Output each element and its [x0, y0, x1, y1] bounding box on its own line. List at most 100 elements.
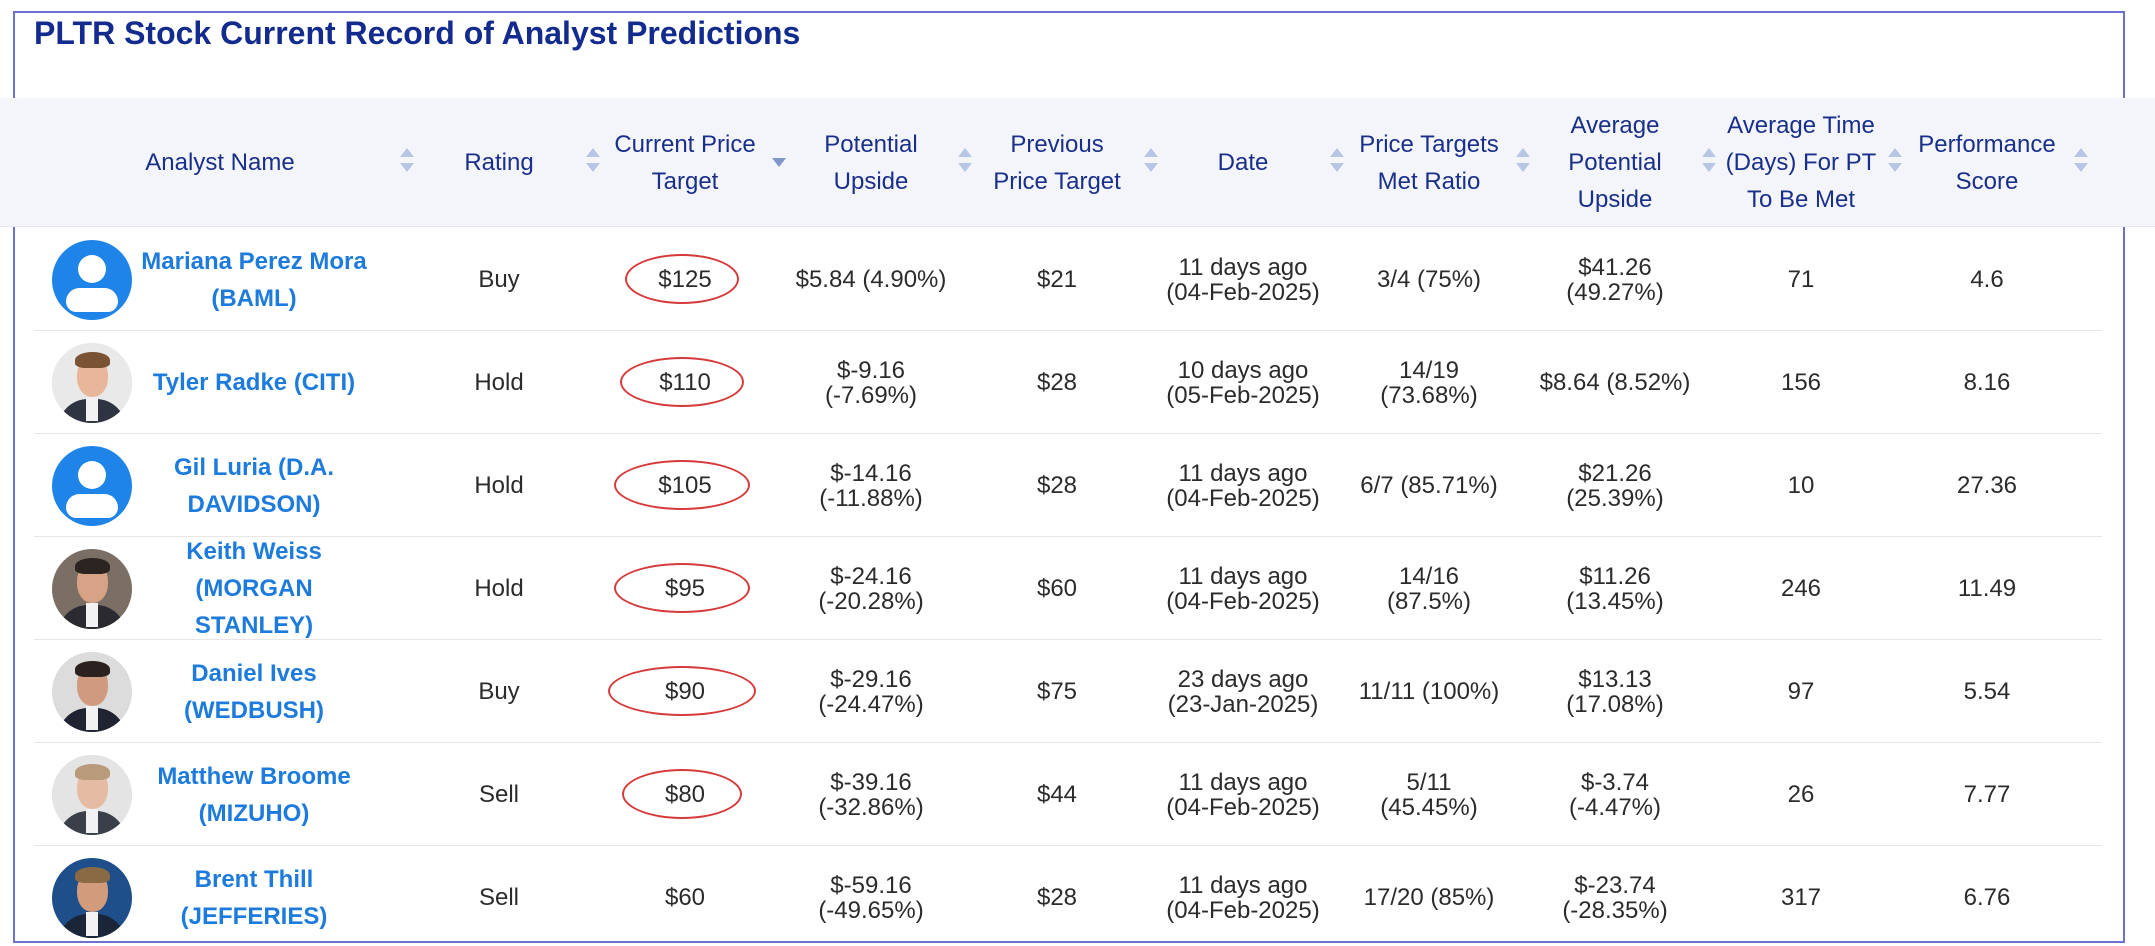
sort-down-arrow-icon: [400, 163, 414, 172]
met-ratio-cell: 5/11 (45.45%): [1336, 743, 1522, 846]
column-header-average-potential-upside[interactable]: Average Potential Upside: [1522, 98, 1708, 227]
average-upside-cell: $13.13 (17.08%): [1522, 640, 1708, 743]
analyst-name-link[interactable]: Mariana Perez Mora (BAML): [134, 228, 374, 331]
table-row: Daniel Ives (WEDBUSH) Buy $90 $-29.16 (-24.47…: [34, 640, 2102, 743]
analyst-name-text: (BAML): [211, 284, 297, 312]
analyst-name-text: (JEFFERIES): [180, 902, 328, 930]
column-header-label: Performance: [1918, 130, 2056, 158]
sort-desc-icon[interactable]: [770, 148, 788, 178]
date-text: (04-Feb-2025): [1166, 896, 1320, 924]
column-header-date[interactable]: Date: [1150, 98, 1336, 227]
date-text: 11 days ago: [1178, 768, 1308, 796]
rating-cell: Hold: [474, 575, 524, 602]
analyst-name-link[interactable]: Keith Weiss (MORGAN STANLEY): [134, 537, 374, 640]
column-header-label: Upside: [833, 167, 909, 195]
column-header-performance-score[interactable]: Performance Score: [1894, 98, 2080, 227]
met-ratio-text: 6/7 (85.71%): [1360, 472, 1498, 499]
analyst-photo[interactable]: [52, 549, 132, 629]
analyst-name-text: (MORGAN STANLEY): [194, 575, 314, 639]
met-ratio-text: 17/20 (85%): [1363, 884, 1495, 911]
sort-icon[interactable]: [1886, 148, 1904, 178]
analyst-name-link[interactable]: Matthew Broome (MIZUHO): [134, 743, 374, 846]
sort-icon[interactable]: [584, 148, 602, 178]
average-upside-text: (-28.35%): [1562, 896, 1668, 924]
price-target-cell: $60: [664, 884, 706, 911]
average-upside-text: (17.08%): [1566, 690, 1664, 718]
sort-up-arrow-icon: [2074, 148, 2088, 157]
column-header-previous-price-target[interactable]: Previous Price Target: [964, 98, 1150, 227]
column-header-analyst-name[interactable]: Analyst Name: [34, 98, 406, 227]
sort-down-arrow-icon: [1702, 163, 1716, 172]
previous-target-cell: $44: [1036, 781, 1078, 808]
previous-target-cell: $60: [1036, 575, 1078, 602]
date-text: 23 days ago: [1177, 665, 1309, 693]
date-cell: 11 days ago (04-Feb-2025): [1150, 846, 1336, 946]
average-days-cell: 10: [1787, 472, 1815, 499]
table-row: Tyler Radke (CITI) Hold $110 $-9.16 (-7.69%)…: [34, 331, 2102, 434]
column-header-label: Score: [1955, 167, 2019, 195]
average-upside-cell: $-3.74 (-4.47%): [1522, 743, 1708, 846]
sort-down-arrow-icon: [586, 163, 600, 172]
potential-upside-text: (-7.69%): [824, 381, 918, 409]
analyst-photo[interactable]: [52, 755, 132, 835]
rating-cell: Hold: [474, 472, 524, 499]
sort-icon[interactable]: [956, 148, 974, 178]
table-header-band: [0, 98, 2155, 227]
sort-down-arrow-icon: [772, 158, 786, 167]
previous-target-cell: $28: [1036, 369, 1078, 396]
potential-upside-text: (-11.88%): [819, 484, 923, 512]
sort-icon[interactable]: [1514, 148, 1532, 178]
previous-target-cell: $21: [1036, 266, 1078, 293]
performance-score-cell: 5.54: [1963, 678, 2011, 705]
date-cell: 11 days ago (04-Feb-2025): [1150, 537, 1336, 640]
date-cell: 23 days ago (23-Jan-2025): [1150, 640, 1336, 743]
date-text: (04-Feb-2025): [1166, 793, 1320, 821]
column-header-label: Analyst Name: [145, 149, 295, 176]
column-header-label: To Be Met: [1746, 186, 1856, 213]
analyst-photo[interactable]: [52, 858, 132, 938]
column-header-label: Target: [651, 167, 719, 195]
table-header: Analyst Name Rating Current Price Target Pot…: [0, 98, 2155, 227]
average-upside-text: $-23.74: [1574, 871, 1656, 899]
table-row: Brent Thill (JEFFERIES) Sell $60 $-59.16 (-49…: [34, 846, 2102, 946]
column-header-current-price-target[interactable]: Current Price Target: [592, 98, 778, 227]
sort-down-arrow-icon: [1516, 163, 1530, 172]
sort-up-arrow-icon: [1702, 148, 1716, 157]
sort-up-arrow-icon: [586, 148, 600, 157]
analyst-name-link[interactable]: Daniel Ives (WEDBUSH): [134, 640, 374, 743]
date-text: 10 days ago: [1177, 356, 1309, 384]
default-user-icon[interactable]: [52, 240, 132, 320]
average-upside-text: $11.26: [1579, 562, 1651, 590]
column-header-rating[interactable]: Rating: [406, 98, 592, 227]
analyst-name-link[interactable]: Tyler Radke (CITI): [134, 331, 374, 434]
potential-upside-cell: $-59.16 (-49.65%): [778, 846, 964, 946]
potential-upside-cell: $5.84 (4.90%): [778, 228, 964, 331]
column-header-potential-upside[interactable]: Potential Upside: [778, 98, 964, 227]
column-header-price-targets-met-ratio[interactable]: Price Targets Met Ratio: [1336, 98, 1522, 227]
potential-upside-cell: $-14.16 (-11.88%): [778, 434, 964, 537]
sort-icon[interactable]: [2072, 148, 2090, 178]
column-header-label: Price Targets: [1359, 130, 1499, 158]
potential-upside-text: $-24.16: [830, 562, 912, 590]
rating-cell: Buy: [478, 266, 520, 293]
content-frame: [13, 11, 2125, 943]
column-header-average-time-days-for-pt-to-be-met[interactable]: Average Time (Days) For PT To Be Met: [1708, 98, 1894, 227]
previous-target-cell: $28: [1036, 472, 1078, 499]
analyst-photo[interactable]: [52, 343, 132, 423]
sort-down-arrow-icon: [1144, 163, 1158, 172]
analyst-photo[interactable]: [52, 652, 132, 732]
sort-icon[interactable]: [1700, 148, 1718, 178]
average-days-cell: 97: [1787, 678, 1815, 705]
sort-icon[interactable]: [1328, 148, 1346, 178]
potential-upside-text: $-29.16: [830, 665, 912, 693]
date-text: 11 days ago: [1178, 253, 1308, 281]
performance-score-cell: 27.36: [1956, 472, 2018, 499]
default-user-icon[interactable]: [52, 446, 132, 526]
analyst-name-link[interactable]: Brent Thill (JEFFERIES): [134, 846, 374, 946]
column-header-label: Average: [1570, 112, 1660, 139]
analyst-name-link[interactable]: Gil Luria (D.A. DAVIDSON): [134, 434, 374, 537]
met-ratio-cell: 11/11 (100%): [1336, 640, 1522, 743]
sort-icon[interactable]: [398, 148, 416, 178]
sort-icon[interactable]: [1142, 148, 1160, 178]
sort-up-arrow-icon: [1330, 148, 1344, 157]
